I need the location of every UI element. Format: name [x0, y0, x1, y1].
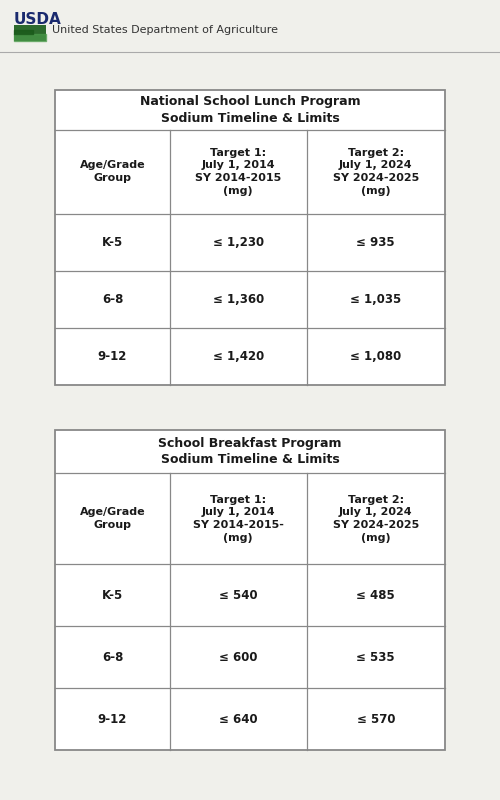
Bar [55, 90, 445, 385]
Text: Age/Grade
Group: Age/Grade Group [80, 507, 146, 530]
Text: Target 1:
July 1, 2014
SY 2014-2015-
(mg): Target 1: July 1, 2014 SY 2014-2015- (mg… [193, 494, 284, 543]
Text: K-5: K-5 [102, 589, 123, 602]
Text: Target 2:
July 1, 2024
SY 2024-2025
(mg): Target 2: July 1, 2024 SY 2024-2025 (mg) [332, 148, 419, 196]
Text: ≤ 640: ≤ 640 [219, 713, 258, 726]
Text: ≤ 535: ≤ 535 [356, 650, 395, 664]
Text: 6-8: 6-8 [102, 293, 123, 306]
Text: National School Lunch Program
Sodium Timeline & Limits: National School Lunch Program Sodium Tim… [140, 95, 360, 125]
Bar [55, 430, 445, 750]
Text: K-5: K-5 [102, 236, 123, 249]
Text: 6-8: 6-8 [102, 650, 123, 664]
Text: ≤ 570: ≤ 570 [356, 713, 395, 726]
Bar [14, 25, 46, 41]
Text: ≤ 600: ≤ 600 [219, 650, 258, 664]
Text: 9-12: 9-12 [98, 713, 127, 726]
Text: ≤ 1,230: ≤ 1,230 [212, 236, 264, 249]
Text: ≤ 1,360: ≤ 1,360 [212, 293, 264, 306]
Text: Target 2:
July 1, 2024
SY 2024-2025
(mg): Target 2: July 1, 2024 SY 2024-2025 (mg) [332, 494, 419, 543]
Text: ≤ 485: ≤ 485 [356, 589, 395, 602]
Text: Age/Grade
Group: Age/Grade Group [80, 161, 146, 183]
Text: School Breakfast Program
Sodium Timeline & Limits: School Breakfast Program Sodium Timeline… [158, 437, 342, 466]
Text: 9-12: 9-12 [98, 350, 127, 363]
Text: ≤ 1,420: ≤ 1,420 [212, 350, 264, 363]
Text: ≤ 1,080: ≤ 1,080 [350, 350, 402, 363]
Text: USDA: USDA [14, 12, 62, 27]
Text: ≤ 1,035: ≤ 1,035 [350, 293, 402, 306]
Text: United States Department of Agriculture: United States Department of Agriculture [52, 25, 278, 35]
Text: ≤ 540: ≤ 540 [219, 589, 258, 602]
Text: Target 1:
July 1, 2014
SY 2014-2015
(mg): Target 1: July 1, 2014 SY 2014-2015 (mg) [195, 148, 282, 196]
Text: ≤ 935: ≤ 935 [356, 236, 395, 249]
